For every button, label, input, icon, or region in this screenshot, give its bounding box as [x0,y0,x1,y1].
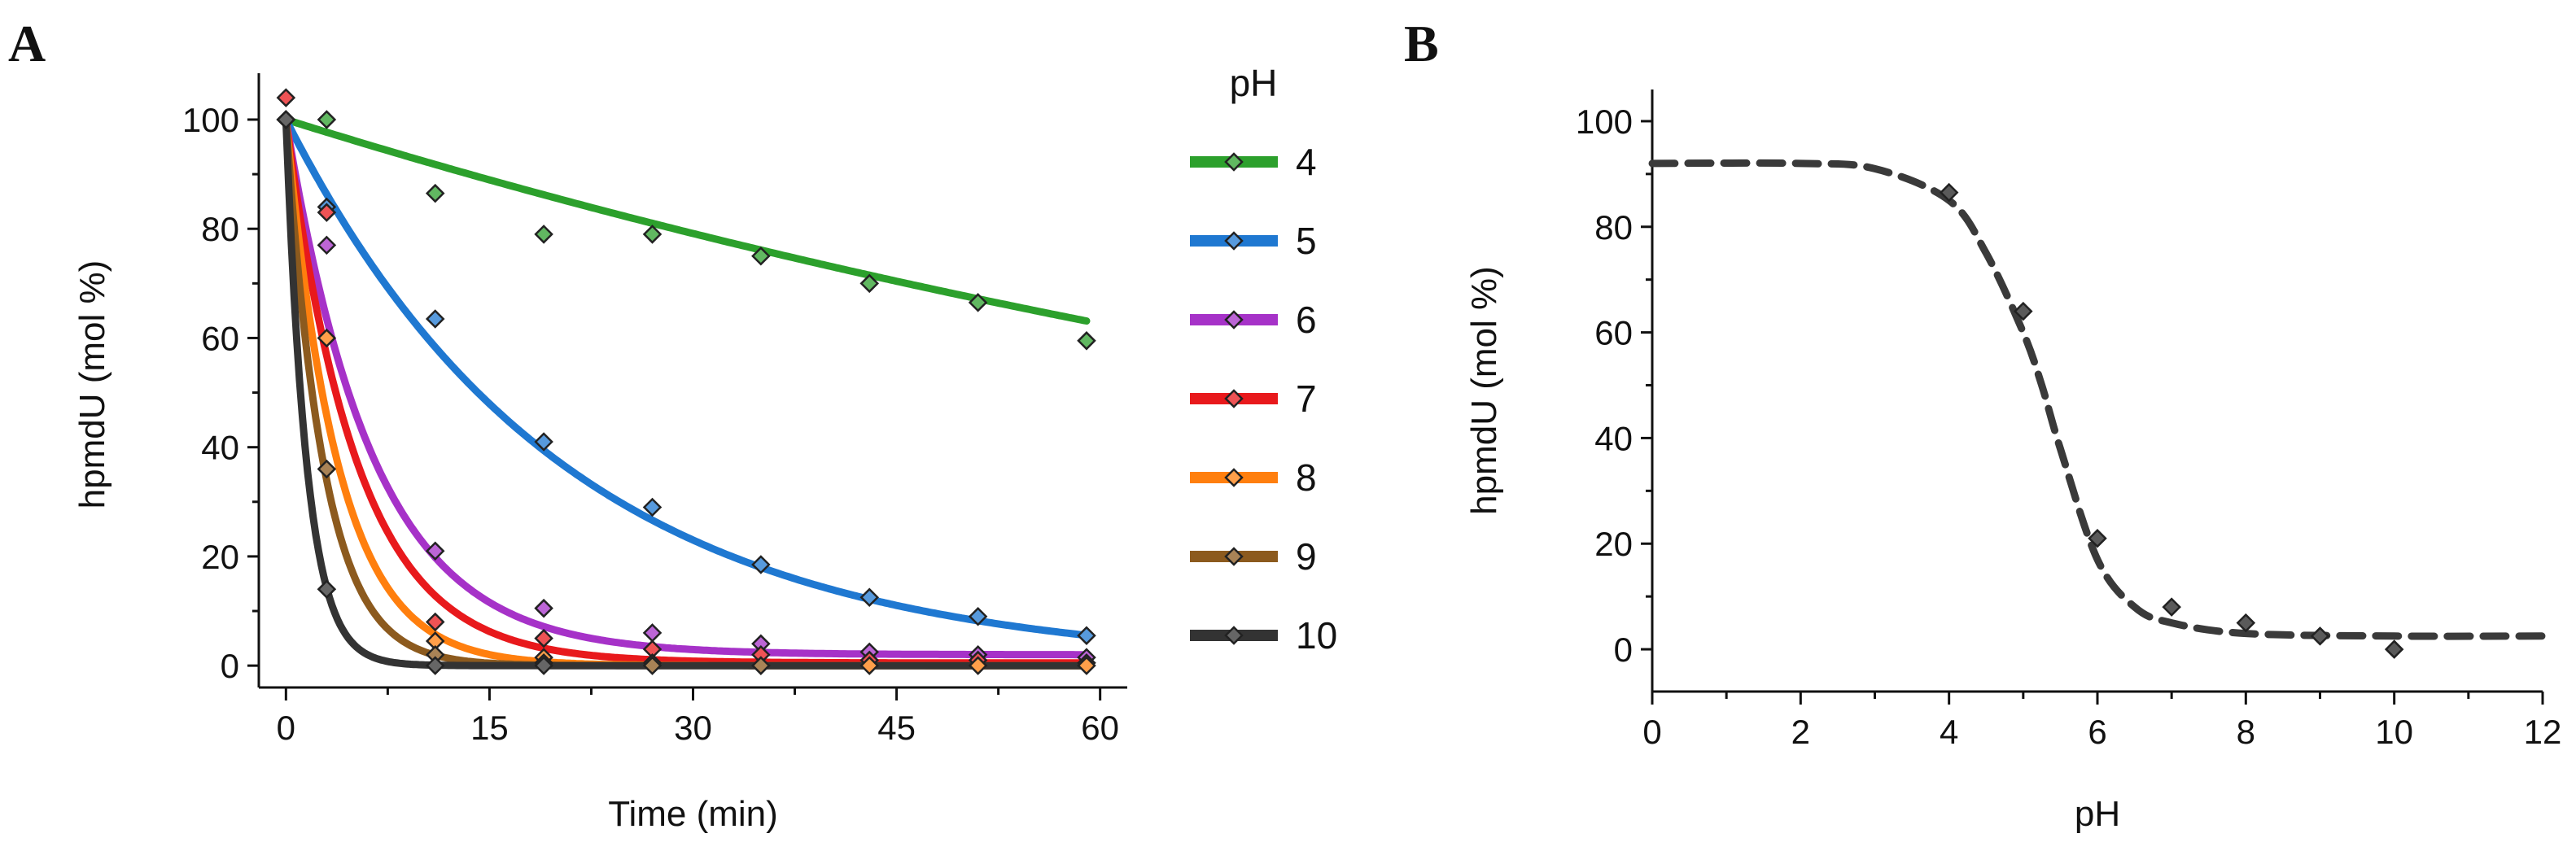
x-tick-label: 45 [877,709,916,747]
fit-curve-ph-8 [282,116,1091,670]
data-point-ph-7 [534,628,553,648]
x-tick-label: 15 [470,709,509,747]
fit-curve-ph-9 [282,116,1091,670]
x-tick-label: 6 [2088,713,2106,751]
legend-marker-ph-8 [1224,468,1244,487]
data-point-ph-5 [859,587,879,608]
fit-curve-ph-10 [282,116,1091,670]
y-tick-label: 80 [201,210,239,248]
data-point-ph-5 [1077,626,1096,646]
data-point-ph-9 [317,459,337,479]
data-point-ph-5 [968,606,988,626]
fit-curve-ph-5 [282,116,1091,639]
x-tick-label: 12 [2524,713,2562,751]
x-axis-label: pH [2075,794,2120,834]
data-point-ph-9 [642,656,663,675]
data-point-ph-4 [968,293,988,312]
legend-label-ph-6: 6 [1296,299,1317,341]
data-point-ph-5 [425,309,445,329]
legend-marker-ph-9 [1224,547,1244,566]
x-tick-label: 60 [1081,709,1119,747]
legend-label-ph-8: 8 [1296,456,1317,499]
data-point-ph-6 [425,541,445,561]
data-point-ph-5 [642,497,663,517]
legend-label-ph-5: 5 [1296,220,1317,262]
x-tick-label: 8 [2237,713,2255,751]
panel-b-chart: 0 20 40 60 80 100 0 2 4 6 8 10 12 pH hpmdU (mol %) [1464,89,2561,834]
data-point-ph-8 [1077,656,1096,675]
x-tick-label: 2 [1791,713,1810,751]
fit-curve-ph-4 [282,116,1091,325]
panel-a-chart: 0 20 40 60 80 100 0 15 30 45 60 Time (min) hpmdU (mo… [72,73,1127,834]
data-point-ph-4 [425,183,445,203]
panel-a-legend: pH 4 5 6 7 8 9 10 [1190,62,1337,657]
x-tick-label: 4 [1940,713,1958,751]
y-tick-label: 60 [201,319,239,357]
data-point [2014,301,2033,321]
data-point-ph-7 [276,88,296,107]
legend-marker-ph-6 [1224,310,1244,329]
legend-label-ph-7: 7 [1296,377,1317,420]
x-axis-label: Time (min) [608,794,778,834]
y-tick-label: 20 [1594,525,1633,563]
legend-marker-ph-4 [1224,152,1244,172]
panel-b-letter: B [1404,15,1439,72]
y-tick-label: 80 [1594,208,1633,247]
data-point [2236,613,2256,633]
data-point-ph-8 [317,328,337,348]
legend-marker-ph-5 [1224,231,1244,251]
legend-marker-ph-10 [1224,626,1244,645]
data-point-ph-5 [534,432,553,452]
x-tick-label: 0 [277,709,295,747]
y-tick-label: 20 [201,538,239,576]
data-point-ph-8 [968,656,988,675]
data-point [2088,528,2107,548]
legend-label-ph-4: 4 [1296,141,1317,183]
data-point-ph-6 [317,235,337,255]
fit-curve-ph-6 [282,116,1091,659]
data-point-ph-10 [276,110,296,129]
data-point-ph-4 [317,110,337,129]
data-point [1939,182,1959,203]
data-point-ph-10 [425,656,445,675]
y-tick-label: 100 [1576,103,1633,141]
data-point-ph-8 [859,656,879,675]
data-point-ph-4 [642,225,663,244]
y-axis-label: hpmdU (mol %) [72,260,112,509]
data-point-ph-10 [534,656,553,675]
data-point-ph-10 [317,579,337,599]
data-point-ph-5 [751,555,771,574]
data-point [2310,626,2330,646]
fit-curve-dashed [1648,159,2547,640]
data-point-ph-9 [751,656,771,675]
data-point-ph-7 [317,203,337,222]
data-point [2162,597,2181,617]
x-tick-label: 10 [2375,713,2413,751]
data-point-ph-4 [859,273,879,294]
y-tick-label: 60 [1594,314,1633,352]
y-tick-label: 0 [1614,631,1633,669]
panel-a-letter: A [8,15,46,72]
legend-title: pH [1230,62,1278,104]
data-point-ph-6 [642,623,663,643]
y-tick-label: 40 [201,429,239,467]
legend-marker-ph-7 [1224,389,1244,408]
data-point-ph-6 [534,598,553,618]
data-point [2384,639,2404,659]
data-point-ph-4 [534,225,553,244]
legend-label-ph-10: 10 [1296,614,1337,657]
data-point-ph-4 [1077,331,1096,351]
data-point-ph-4 [751,247,771,266]
x-tick-label: 30 [674,709,712,747]
legend-label-ph-9: 9 [1296,535,1317,578]
y-tick-label: 100 [182,101,239,139]
x-tick-label: 0 [1642,713,1661,751]
fit-curve-ph-7 [282,116,1091,667]
y-tick-label: 0 [221,647,239,685]
data-point-ph-7 [425,612,445,632]
y-tick-label: 40 [1594,419,1633,457]
y-axis-label: hpmdU (mol %) [1464,266,1504,515]
